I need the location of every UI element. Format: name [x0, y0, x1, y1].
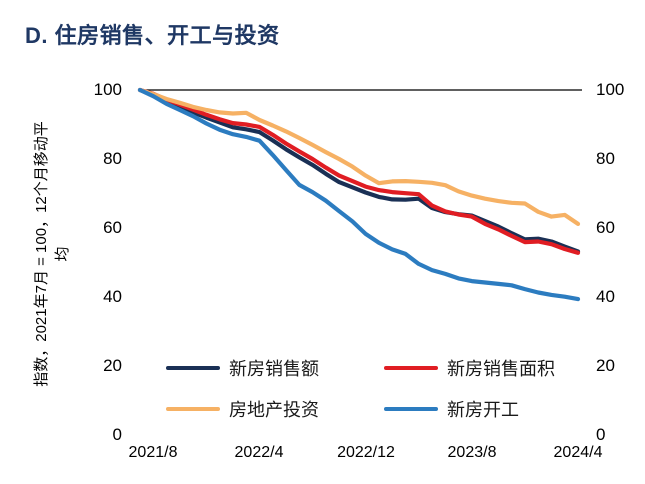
series-line-new-home-starts — [137, 87, 581, 302]
series-line-new-home-sales-value — [137, 87, 581, 254]
legend-label-new-home-sales-value: 新房销售额 — [229, 359, 319, 379]
y-axis-tick-right-20: 20 — [596, 356, 615, 375]
legend-label-new-home-sales-area: 新房销售面积 — [447, 359, 555, 379]
legend-item-new-home-sales-area: 新房销售面积 — [384, 357, 555, 379]
y-axis-tick-left-80: 80 — [103, 149, 122, 168]
y-axis-tick-left-60: 60 — [103, 218, 122, 237]
legend-label-real-estate-investment: 房地产投资 — [229, 400, 319, 420]
chart-title: D. 住房销售、开工与投资 — [25, 23, 280, 48]
x-axis-tick-2024/4: 2024/4 — [553, 444, 603, 461]
legend-item-new-home-starts: 新房开工 — [384, 398, 519, 420]
legend-item-real-estate-investment: 房地产投资 — [166, 398, 319, 420]
x-axis-tick-2022/4: 2022/4 — [234, 444, 284, 461]
x-axis-tick-2023/8: 2023/8 — [447, 444, 497, 461]
legend-swatch-new-home-starts — [384, 406, 438, 412]
y-axis-tick-right-100: 100 — [596, 80, 625, 99]
series-line-real-estate-investment — [137, 87, 581, 226]
x-axis-tick-2022/12: 2022/12 — [337, 444, 395, 461]
series-line-new-home-sales-area — [137, 87, 581, 255]
y-axis-tick-left-100: 100 — [93, 80, 122, 99]
y-axis-tick-left-40: 40 — [103, 287, 122, 306]
y-axis-tick-right-80: 80 — [596, 149, 615, 168]
y-axis-tick-right-40: 40 — [596, 287, 615, 306]
legend-label-new-home-starts: 新房开工 — [447, 400, 519, 420]
legend-swatch-new-home-sales-area — [384, 365, 438, 371]
x-axis-tick-2021/8: 2021/8 — [128, 444, 178, 461]
legend-swatch-real-estate-investment — [166, 406, 220, 412]
y-axis-tick-right-60: 60 — [596, 218, 615, 237]
y-axis-tick-left-20: 20 — [103, 356, 122, 375]
legend-item-new-home-sales-value: 新房销售额 — [166, 357, 319, 379]
y-axis-tick-left-0: 0 — [112, 425, 122, 444]
legend-swatch-new-home-sales-value — [166, 365, 220, 371]
y-axis-tick-right-0: 0 — [596, 425, 606, 444]
